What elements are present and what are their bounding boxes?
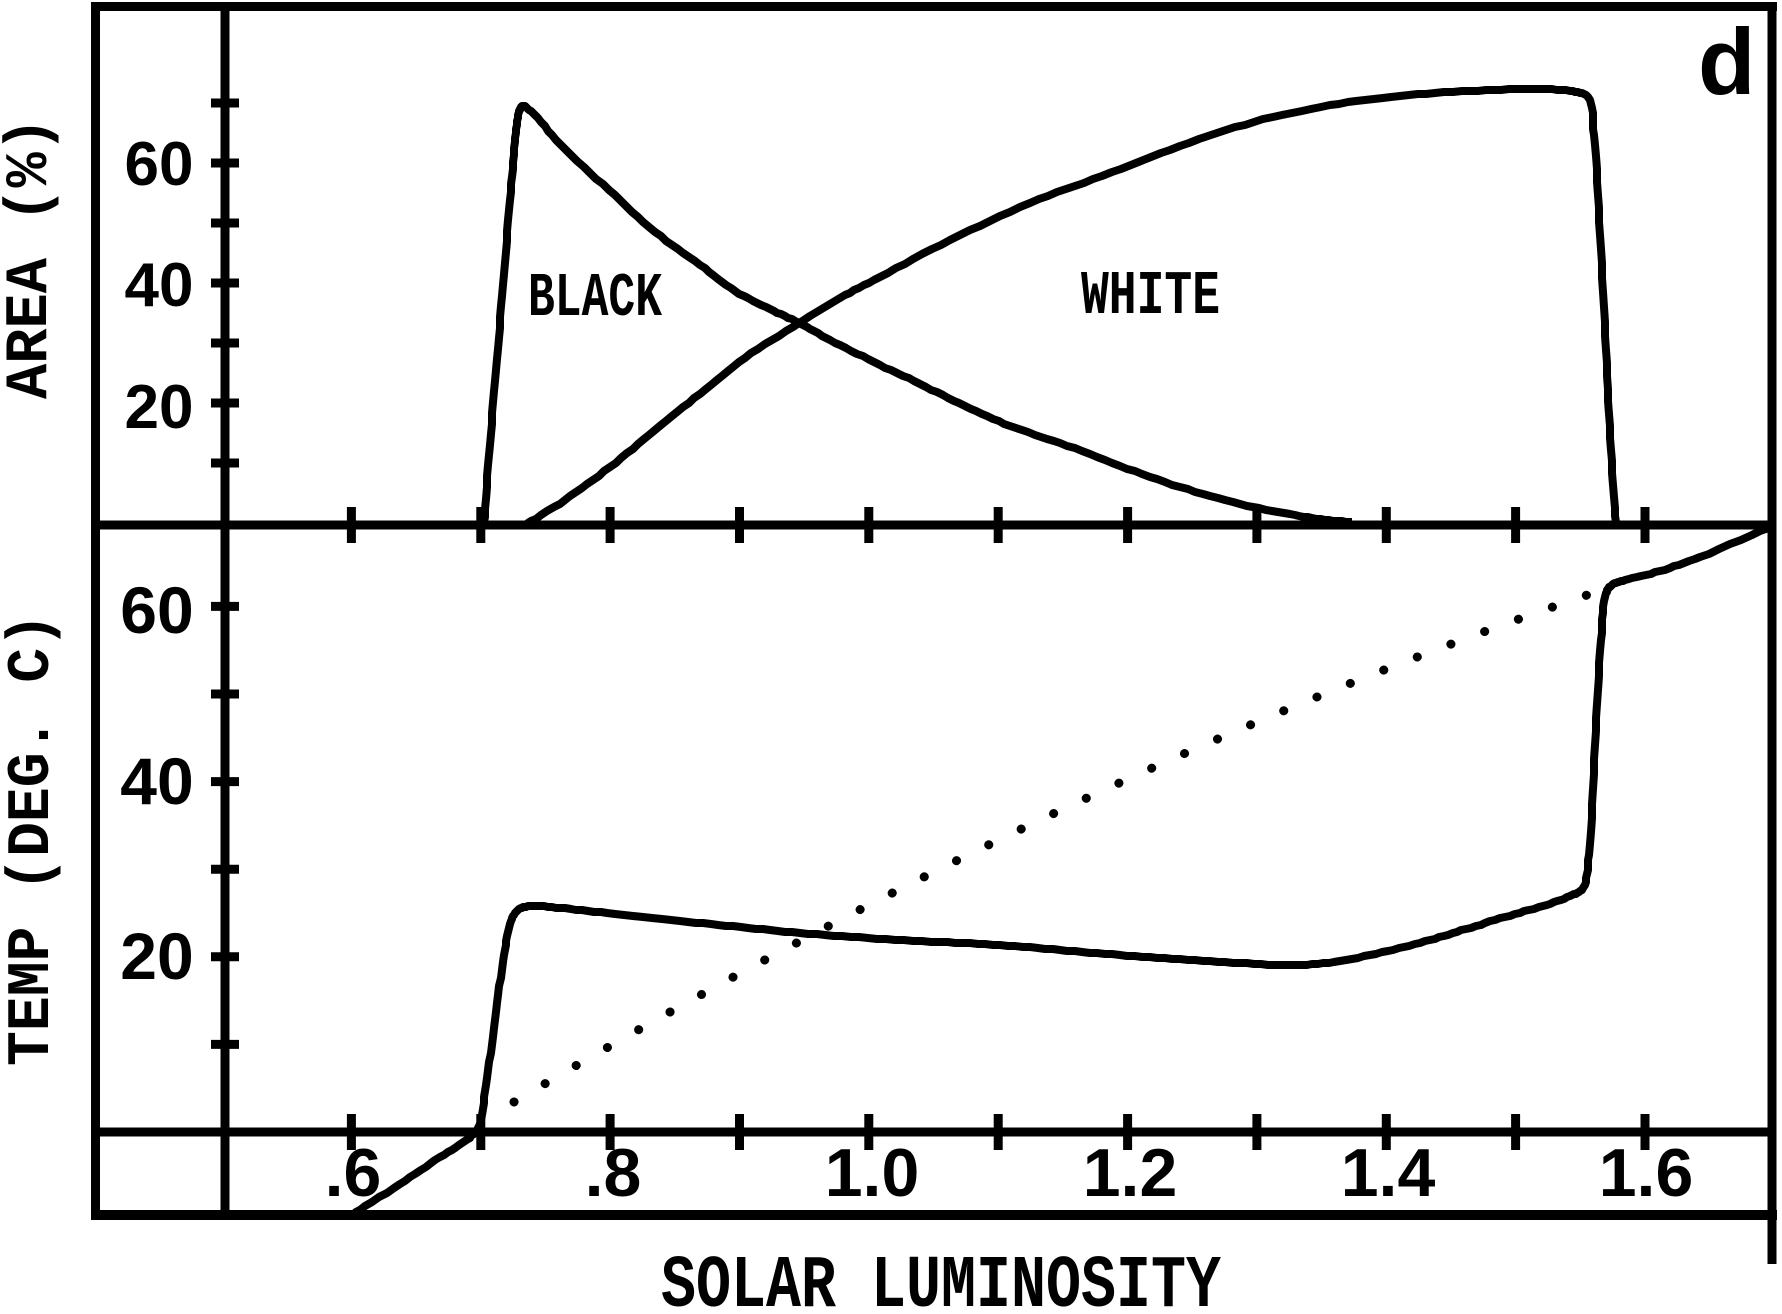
svg-text:40: 40: [120, 744, 193, 818]
svg-text:.8: .8: [585, 1135, 642, 1211]
svg-text:AREA (%): AREA (%): [0, 117, 65, 399]
svg-text:BLACK: BLACK: [528, 263, 663, 334]
svg-text:.6: .6: [325, 1135, 382, 1211]
svg-text:60: 60: [120, 573, 193, 647]
svg-text:20: 20: [125, 373, 194, 442]
svg-text:TEMP (DEG. C): TEMP (DEG. C): [0, 613, 67, 1066]
svg-text:1.4: 1.4: [1341, 1135, 1436, 1211]
svg-text:1.2: 1.2: [1083, 1135, 1178, 1211]
svg-text:1.0: 1.0: [825, 1135, 920, 1211]
svg-text:WHITE: WHITE: [1081, 261, 1220, 332]
svg-text:20: 20: [120, 919, 193, 993]
svg-text:1.6: 1.6: [1599, 1135, 1694, 1211]
svg-text:40: 40: [125, 251, 194, 320]
svg-text:SOLAR LUMINOSITY: SOLAR LUMINOSITY: [661, 1245, 1221, 1314]
svg-text:d: d: [1698, 9, 1755, 114]
svg-text:60: 60: [125, 130, 194, 199]
